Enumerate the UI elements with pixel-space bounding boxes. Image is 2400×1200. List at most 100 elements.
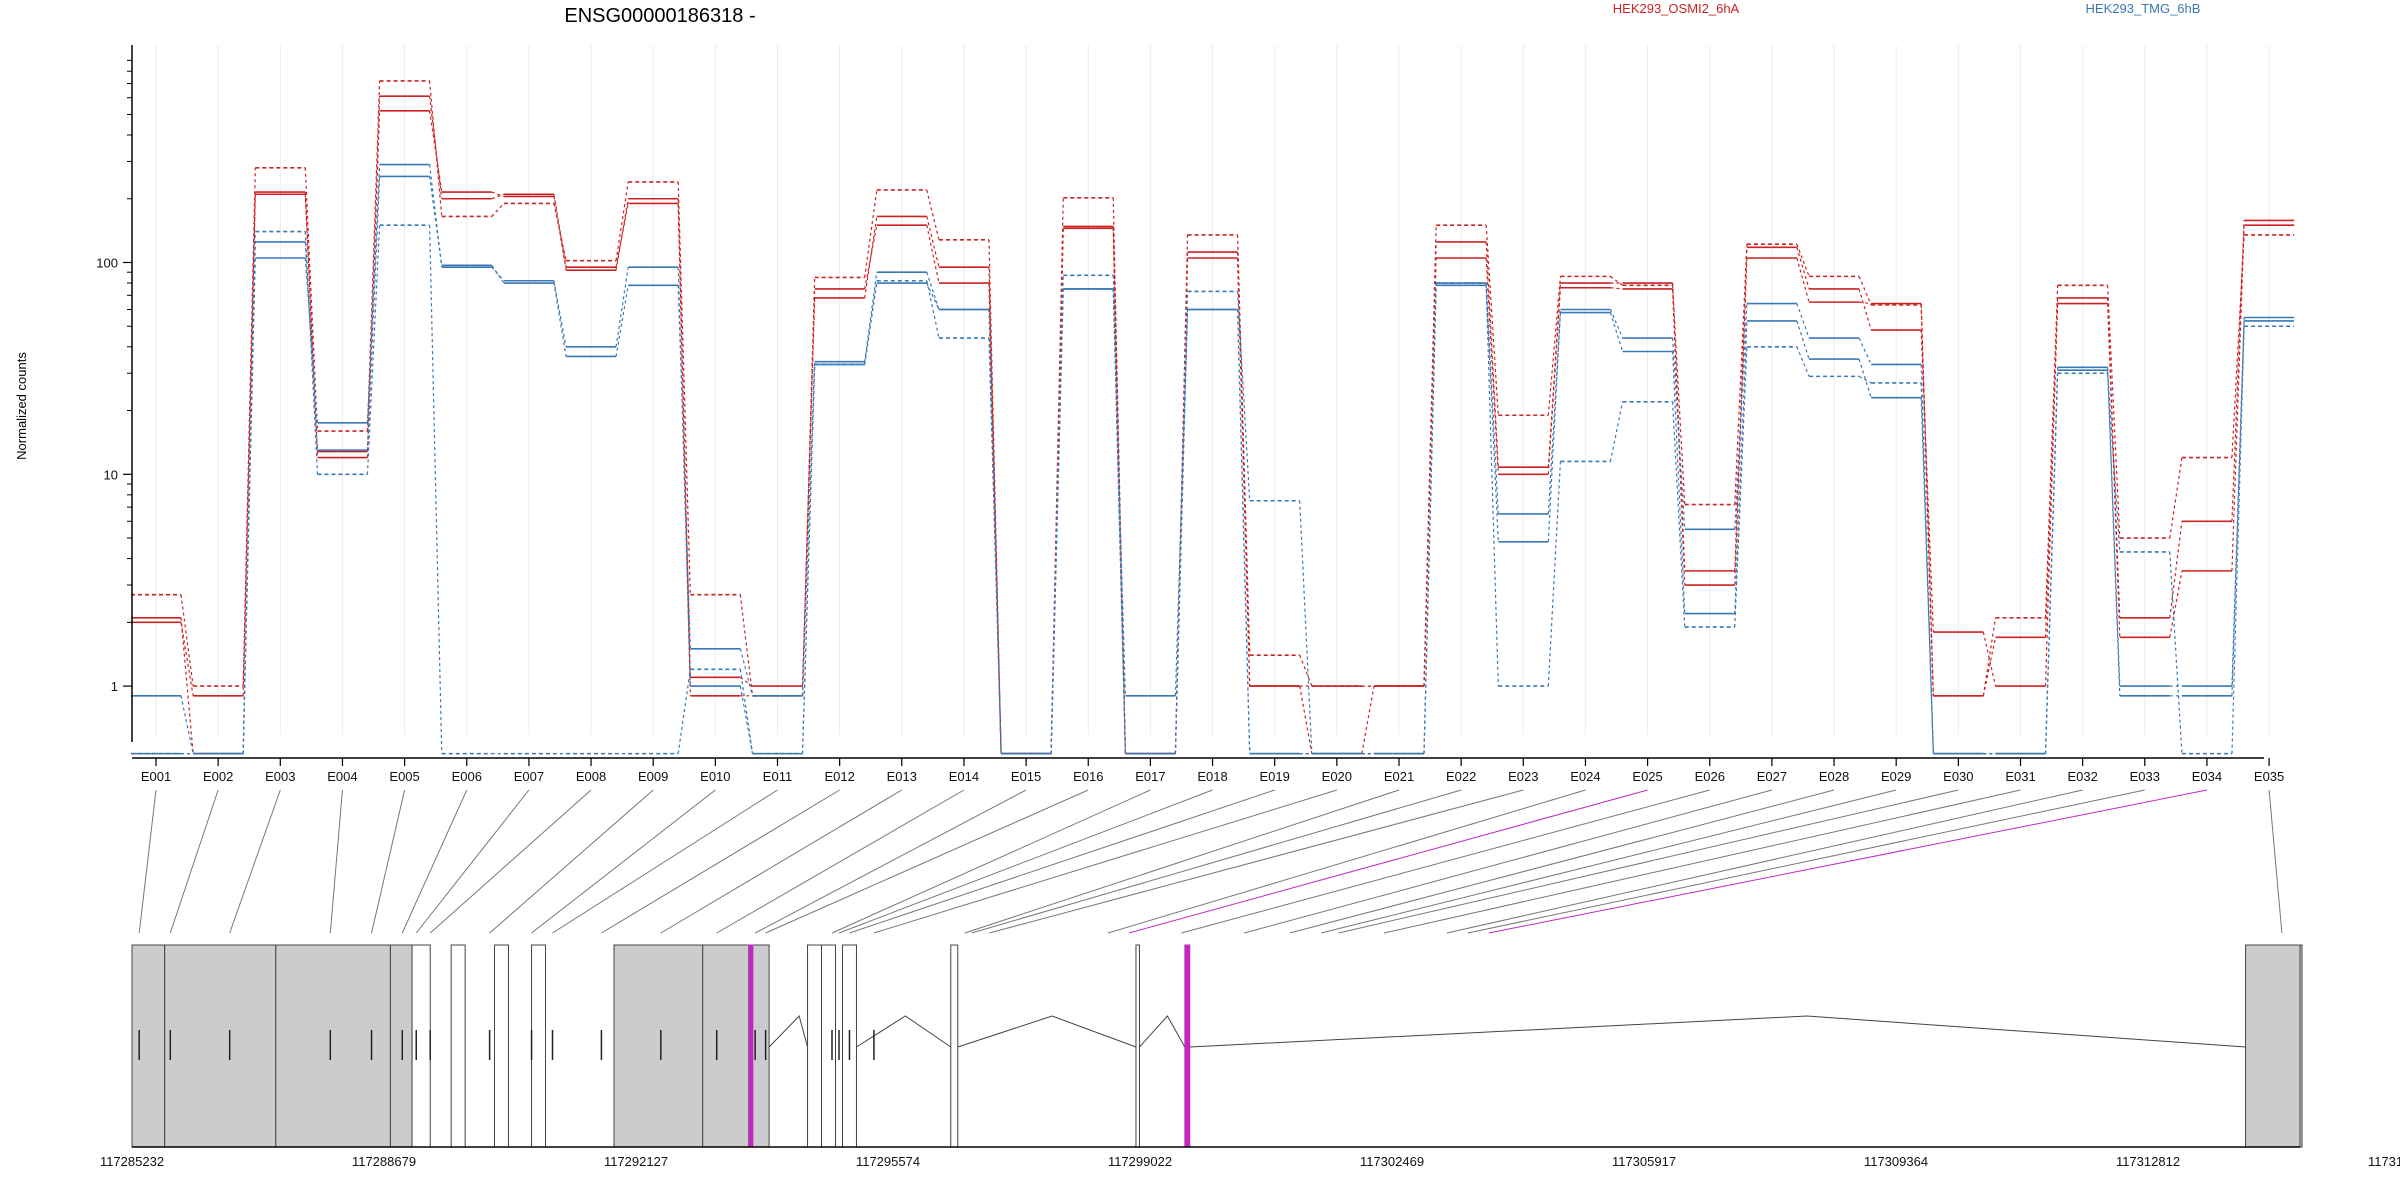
series-0-link bbox=[615, 198, 629, 271]
genomic-tick-label-5: 117302469 bbox=[1360, 1154, 1424, 1169]
connector-e025 bbox=[1128, 789, 1648, 934]
x-tick-label-e012: E012 bbox=[824, 769, 854, 784]
series-3-link bbox=[242, 241, 256, 754]
connector-e022 bbox=[971, 789, 1462, 934]
series-5-link bbox=[801, 364, 816, 754]
x-tick-label-e016: E016 bbox=[1073, 769, 1103, 784]
series-3-link bbox=[1174, 309, 1189, 696]
x-tick-label-e001: E001 bbox=[141, 769, 171, 784]
connector-e009 bbox=[489, 789, 654, 934]
series-4-link bbox=[677, 669, 691, 754]
x-tick-label-e011: E011 bbox=[763, 769, 792, 784]
series-0-link bbox=[926, 216, 940, 268]
series-0-link bbox=[1299, 685, 1313, 754]
legend-label-tmg: HEK293_TMG_6hB bbox=[2086, 1, 2201, 16]
series-3-link bbox=[1734, 320, 1748, 614]
connector-e005 bbox=[371, 789, 406, 934]
exon-block-final bbox=[2245, 944, 2301, 1148]
series-5-link bbox=[1920, 364, 1934, 754]
exon-block-6 bbox=[494, 944, 509, 1148]
x-tick-label-e019: E019 bbox=[1260, 769, 1290, 784]
series-0-link bbox=[801, 297, 816, 687]
series-1-link bbox=[1610, 275, 1623, 286]
series-3-link bbox=[1920, 397, 1934, 754]
series-1-link bbox=[429, 80, 443, 217]
exon-block-0 bbox=[131, 944, 166, 1148]
series-3-link bbox=[180, 695, 194, 754]
series-2-link bbox=[1236, 257, 1251, 687]
series-4-link bbox=[304, 231, 319, 475]
series-4-link bbox=[1858, 375, 1872, 384]
exon-block-16 bbox=[1135, 944, 1140, 1148]
series-1-link bbox=[926, 189, 940, 240]
x-tick-label-e034: E034 bbox=[2192, 769, 2222, 784]
series-2-link bbox=[2169, 570, 2183, 638]
series-2-link bbox=[2231, 225, 2245, 571]
genomic-tick-label-8: 117312812 bbox=[2116, 1154, 2180, 1169]
series-3-link bbox=[926, 272, 940, 310]
legend-label-osmi2: HEK293_OSMI2_6hA bbox=[1613, 1, 1740, 16]
intron-0 bbox=[768, 1015, 809, 1048]
series-0-link bbox=[429, 110, 443, 193]
series-1-link bbox=[1982, 617, 1997, 696]
exon-block-4 bbox=[411, 944, 431, 1148]
connector-e027 bbox=[1244, 789, 1773, 934]
series-1-link bbox=[864, 189, 878, 278]
series-3-link bbox=[1672, 351, 1686, 614]
x-tick-label-e005: E005 bbox=[389, 769, 419, 784]
series-2-link bbox=[926, 225, 940, 284]
connector-e032 bbox=[1446, 789, 2083, 934]
series-5-link bbox=[1609, 309, 1624, 339]
x-tick-label-e022: E022 bbox=[1446, 769, 1476, 784]
connector-e024 bbox=[1107, 789, 1586, 934]
series-0-link bbox=[2169, 521, 2183, 618]
series-5-link bbox=[1174, 309, 1189, 754]
series-1-link bbox=[2169, 457, 2183, 539]
series-3-link bbox=[739, 648, 754, 696]
series-4-link bbox=[1734, 346, 1748, 628]
series-2-link bbox=[1610, 287, 1623, 290]
connector-e020 bbox=[873, 789, 1337, 934]
x-tick-label-e031: E031 bbox=[2005, 769, 2035, 784]
series-1-link bbox=[1734, 244, 1748, 505]
genomic-tick-label-1: 117288679 bbox=[352, 1154, 416, 1169]
series-1-link bbox=[2231, 234, 2245, 458]
series-5-link bbox=[677, 267, 691, 687]
intron-4 bbox=[1189, 1015, 2246, 1048]
connector-e031 bbox=[1383, 789, 2021, 934]
series-5-link bbox=[988, 309, 1002, 754]
connector-e023 bbox=[989, 789, 1524, 934]
intron-3 bbox=[1139, 1015, 1186, 1048]
series-5-link bbox=[553, 280, 567, 347]
y-axis-label: Normalized counts bbox=[14, 352, 29, 460]
series-3-link bbox=[1547, 312, 1562, 514]
series-2-link bbox=[1796, 257, 1810, 303]
series-5-link bbox=[2231, 317, 2245, 687]
series-1-link bbox=[1299, 654, 1313, 687]
series-2-link bbox=[553, 194, 567, 268]
connector-e008 bbox=[429, 789, 592, 934]
series-1-link bbox=[1672, 285, 1686, 505]
connector-e030 bbox=[1338, 789, 1959, 934]
connector-e017 bbox=[831, 789, 1151, 934]
series-4-link bbox=[739, 669, 754, 754]
series-2-link bbox=[615, 203, 629, 268]
series-3-link bbox=[491, 264, 505, 284]
x-tick-label-e026: E026 bbox=[1695, 769, 1725, 784]
x-tick-label-e007: E007 bbox=[514, 769, 544, 784]
x-tick-label-e021: E021 bbox=[1384, 769, 1414, 784]
series-5-link bbox=[1796, 303, 1810, 339]
connector-e012 bbox=[601, 789, 840, 934]
series-4-link bbox=[926, 280, 940, 339]
x-tick-label-e029: E029 bbox=[1881, 769, 1911, 784]
series-5-link bbox=[1485, 285, 1499, 542]
series-2-link bbox=[1858, 301, 1872, 305]
connector-e004 bbox=[329, 789, 343, 934]
x-tick-label-e033: E033 bbox=[2130, 769, 2160, 784]
x-tick-label-e002: E002 bbox=[203, 769, 233, 784]
series-4-link bbox=[429, 225, 443, 754]
series-3-link bbox=[366, 176, 381, 451]
x-tick-label-e017: E017 bbox=[1135, 769, 1165, 784]
y-tick-label-100: 100 bbox=[96, 256, 118, 271]
